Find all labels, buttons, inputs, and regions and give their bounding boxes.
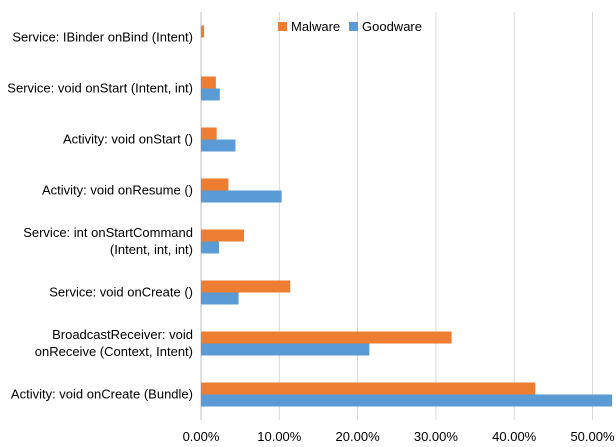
category-label-line: Service: int onStartCommand [23, 225, 193, 240]
legend-swatch-goodware [349, 22, 358, 31]
bar-malware-2 [201, 127, 217, 140]
x-axis-tick-labels: 0.00% 10.00% 20.00% 30.00% 40.00% 50.00% [183, 429, 615, 444]
category-label-6: BroadcastReceiver: void onReceive (Contex… [35, 327, 193, 359]
category-label-1: Service: void onStart (Intent, int) [7, 81, 193, 96]
category-label-7: Activity: void onCreate (Bundle) [11, 387, 193, 402]
bar-goodware-3 [201, 190, 282, 203]
bars [201, 25, 613, 407]
category-label-2: Activity: void onStart () [63, 132, 193, 147]
bar-malware-1 [201, 76, 216, 89]
category-label-line: Activity: void onStart () [63, 132, 193, 147]
x-tick-label-50: 50.00% [570, 429, 615, 444]
category-label-0: Service: IBinder onBind (Intent) [12, 30, 193, 45]
bar-malware-6 [201, 331, 452, 344]
category-label-line: Service: void onStart (Intent, int) [7, 81, 193, 96]
x-tick-label-30: 30.00% [414, 429, 459, 444]
x-tick-label-10: 10.00% [257, 429, 302, 444]
bar-malware-4 [201, 229, 245, 242]
legend: Malware Goodware [278, 19, 422, 34]
category-labels: Service: IBinder onBind (Intent) Service:… [7, 30, 193, 402]
bar-goodware-5 [201, 292, 239, 305]
category-label-line: Activity: void onCreate (Bundle) [11, 387, 193, 402]
category-label-line: BroadcastReceiver: void [52, 327, 193, 342]
gridlines [200, 12, 593, 420]
category-label-5: Service: void onCreate () [49, 285, 193, 300]
legend-label-malware: Malware [291, 19, 340, 34]
bar-goodware-6 [201, 343, 370, 356]
x-tick-label-40: 40.00% [492, 429, 537, 444]
category-label-line: Service: void onCreate () [49, 285, 193, 300]
category-label-line: (Intent, int, int) [110, 242, 193, 257]
x-tick-label-0: 0.00% [183, 429, 220, 444]
legend-swatch-malware [278, 22, 287, 31]
x-tick-label-20: 20.00% [336, 429, 381, 444]
category-label-3: Activity: void onResume () [42, 183, 193, 198]
bar-malware-7 [201, 382, 536, 395]
category-label-line: Service: IBinder onBind (Intent) [12, 30, 193, 45]
bar-malware-5 [201, 280, 291, 293]
bar-goodware-4 [201, 241, 220, 254]
category-label-4: Service: int onStartCommand (Intent, int,… [23, 225, 193, 257]
bar-goodware-1 [201, 88, 220, 101]
legend-label-goodware: Goodware [362, 19, 422, 34]
category-label-line: onReceive (Context, Intent) [35, 344, 193, 359]
bar-malware-0 [201, 25, 205, 38]
category-label-line: Activity: void onResume () [42, 183, 193, 198]
bar-goodware-7 [201, 394, 613, 407]
bar-malware-3 [201, 178, 229, 191]
bar-goodware-2 [201, 139, 236, 152]
